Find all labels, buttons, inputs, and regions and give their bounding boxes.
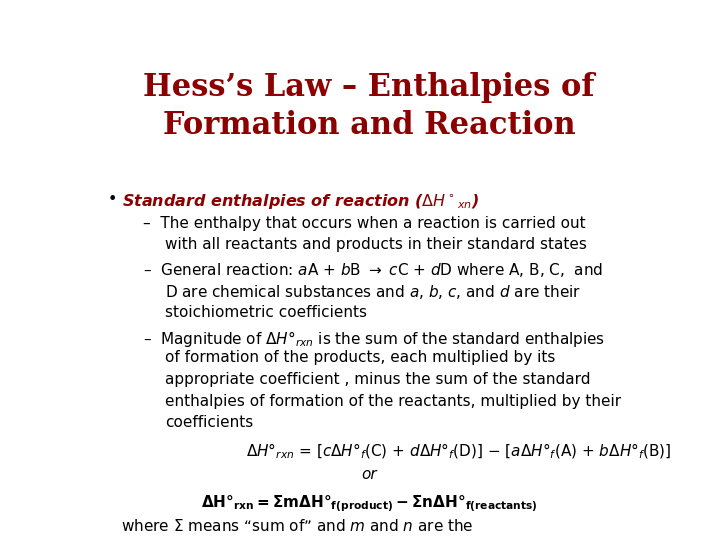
Text: with all reactants and products in their standard states: with all reactants and products in their… [166,238,588,252]
Text: stoichiometric coefficients: stoichiometric coefficients [166,305,367,320]
Text: D are chemical substances and $a$, $b$, $c$, and $d$ are their: D are chemical substances and $a$, $b$, … [166,283,582,301]
Text: where $\Sigma$ means “sum of” and $m$ and $n$ are the: where $\Sigma$ means “sum of” and $m$ an… [121,518,473,534]
Text: coefficients: coefficients [166,415,253,430]
Text: or: or [361,467,377,482]
Text: enthalpies of formation of the reactants, multiplied by their: enthalpies of formation of the reactants… [166,394,621,409]
Text: Hess’s Law – Enthalpies of
Formation and Reaction: Hess’s Law – Enthalpies of Formation and… [143,72,595,141]
Text: of formation of the products, each multiplied by its: of formation of the products, each multi… [166,350,556,366]
Text: appropriate coefficient , minus the sum of the standard: appropriate coefficient , minus the sum … [166,372,591,387]
Text: •: • [108,192,117,207]
Text: $\mathbf{\Delta H°_{rxn}= \Sigma m\Delta H°_{f(product)} - \Sigma n\Delta H°_{f(: $\mathbf{\Delta H°_{rxn}= \Sigma m\Delta… [201,494,537,514]
Text: $\Delta H°_{rxn}$ = [$c\Delta H°_f$(C) + $d\Delta H°_f$(D)] $-$ [$a\Delta H°_f$(: $\Delta H°_{rxn}$ = [$c\Delta H°_f$(C) +… [246,442,672,461]
Text: –  Magnitude of $\Delta H°_{rxn}$ is the sum of the standard enthalpies: – Magnitude of $\Delta H°_{rxn}$ is the … [143,329,605,349]
Text: –  The enthalpy that occurs when a reaction is carried out: – The enthalpy that occurs when a reacti… [143,216,585,231]
Text: –  General reaction: $a$A + $b$B $\rightarrow$ $c$C + $d$D where A, B, C,  and: – General reaction: $a$A + $b$B $\righta… [143,261,603,280]
Text: Standard enthalpies of reaction ($\mathit{\Delta H}$$^\circ$$_{\mathit{xn}}$): Standard enthalpies of reaction ($\mathi… [122,192,480,211]
